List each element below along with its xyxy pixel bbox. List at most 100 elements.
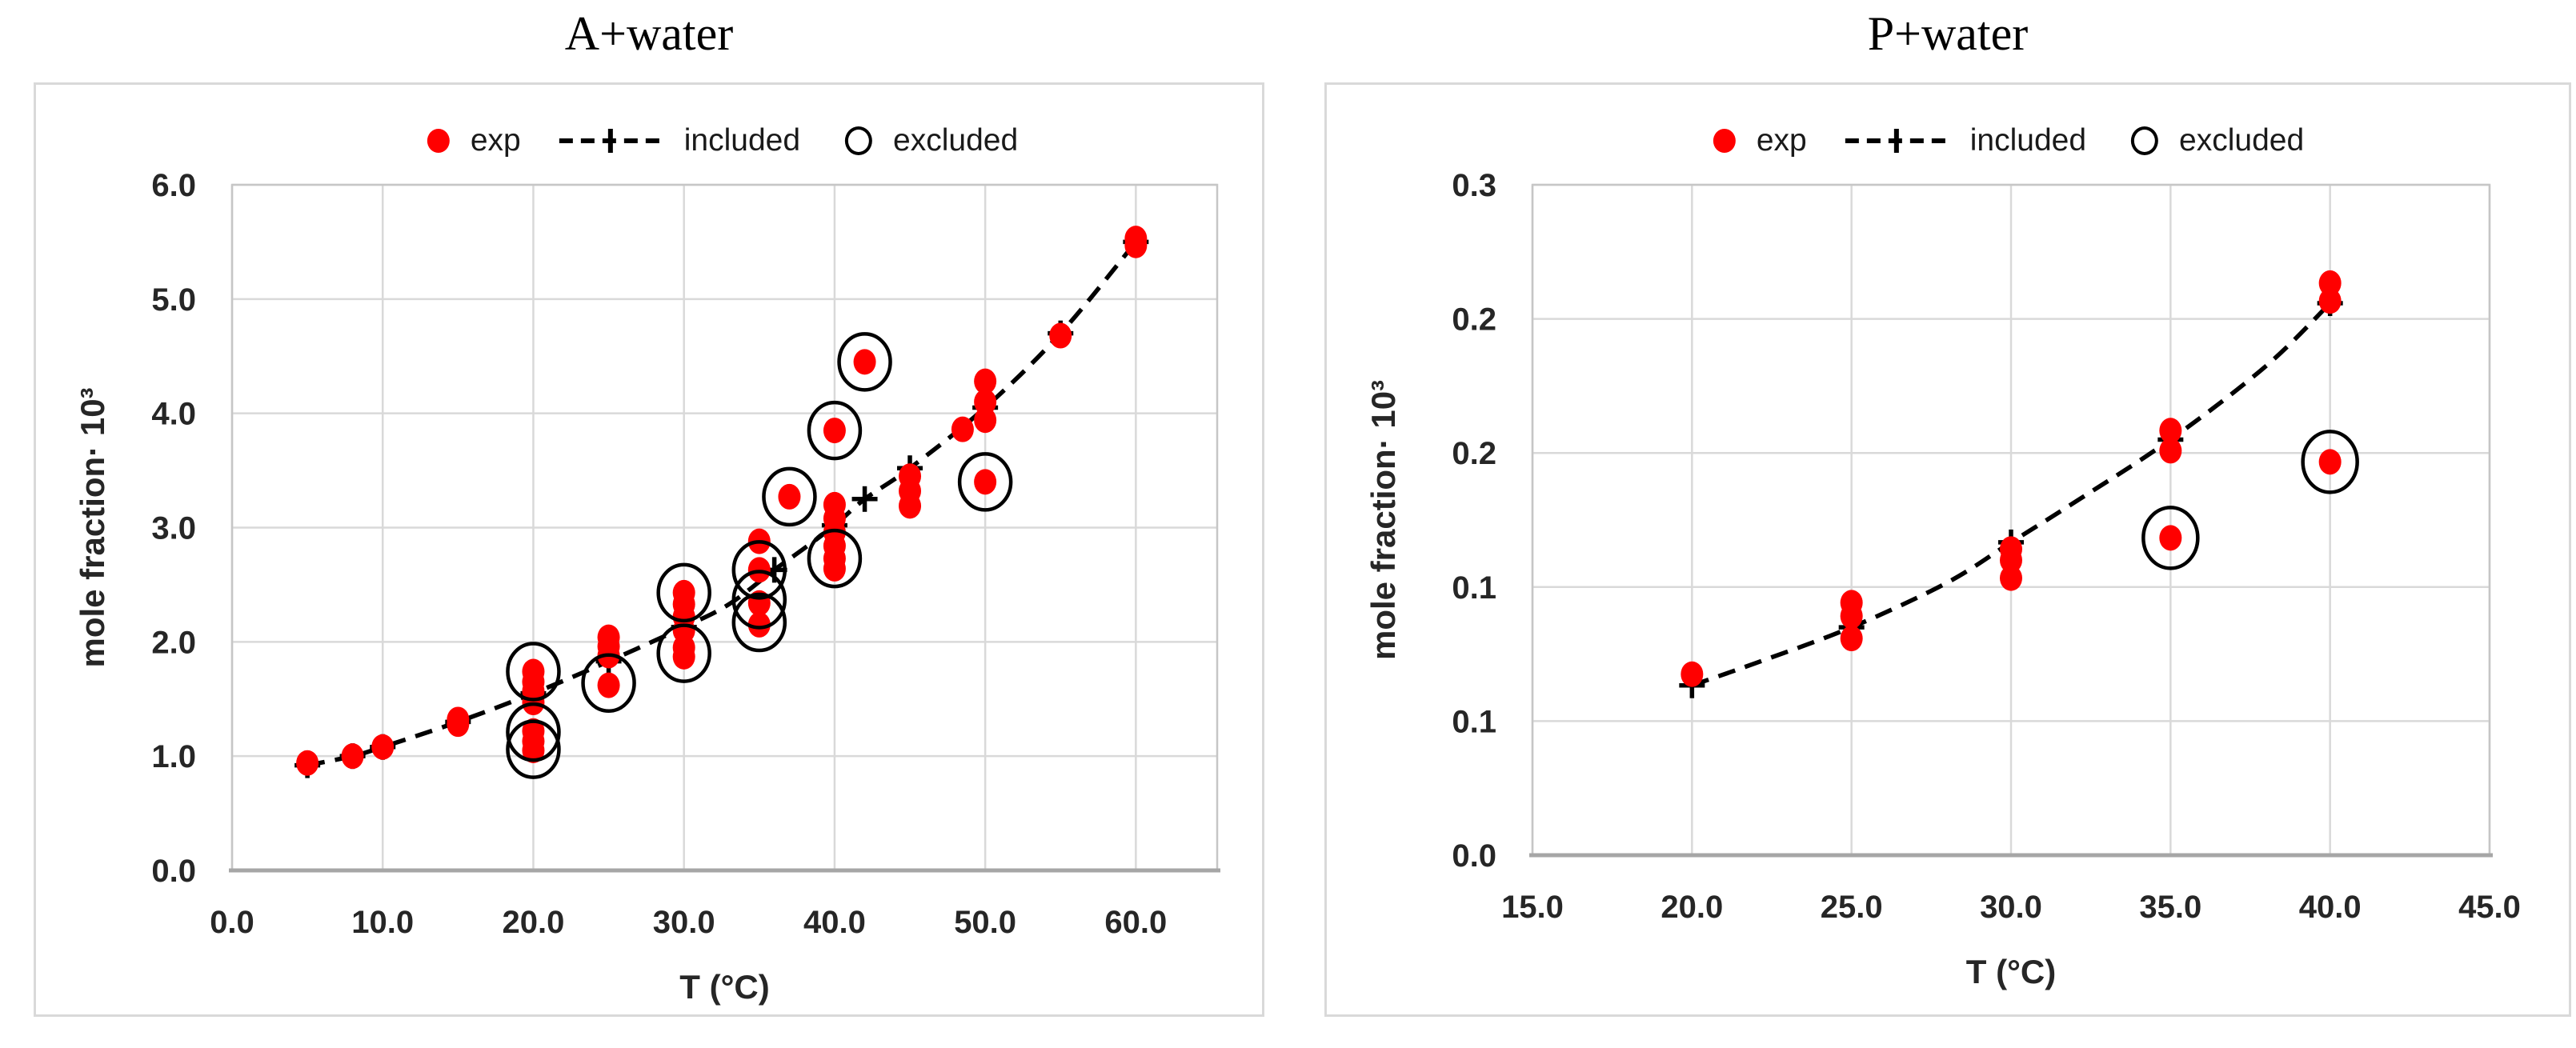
x-tick-label: 35.0 bbox=[2139, 890, 2201, 925]
excluded-circle bbox=[837, 332, 892, 392]
excluded-circle bbox=[2141, 506, 2200, 570]
legend-label-excluded: excluded bbox=[893, 123, 1019, 158]
x-axis-title: T (°C) bbox=[679, 968, 769, 1006]
legend-a-water: exp included excluded bbox=[427, 123, 1018, 158]
x-tick-label: 30.0 bbox=[653, 905, 715, 940]
x-tick-label: 20.0 bbox=[503, 905, 565, 940]
exp-point bbox=[951, 416, 974, 442]
included-dashed-line-icon bbox=[559, 129, 662, 153]
excluded-circle bbox=[656, 623, 711, 683]
included-curve bbox=[306, 240, 1138, 768]
exp-point bbox=[296, 750, 319, 776]
excluded-circle bbox=[762, 466, 817, 527]
plot-area-p-water: 0.3 0.2 0.2 0.1 0.1 0.015.0 20.0 25.0 30.0 35.0 40… bbox=[1364, 168, 2521, 990]
x-tick-label: 20.0 bbox=[1661, 890, 1723, 925]
legend-label-exp: exp bbox=[470, 123, 521, 158]
excluded-circle bbox=[731, 540, 787, 600]
exp-point bbox=[371, 734, 395, 760]
excluded-circle-icon bbox=[845, 126, 873, 155]
y-tick-label: 0.1 bbox=[1452, 704, 1496, 739]
exp-point bbox=[2318, 270, 2342, 296]
excluded-circle bbox=[2301, 430, 2359, 494]
excluded-circle-icon bbox=[2131, 126, 2159, 155]
exp-point bbox=[974, 368, 997, 394]
exp-point bbox=[974, 469, 997, 495]
legend-label-excluded: excluded bbox=[2179, 123, 2305, 158]
exp-point bbox=[2000, 565, 2022, 591]
excluded-circle bbox=[581, 653, 636, 714]
exp-point bbox=[2159, 525, 2182, 551]
exp-point bbox=[823, 418, 846, 444]
legend-label-included: included bbox=[683, 123, 801, 158]
legend-label-exp: exp bbox=[1756, 123, 1807, 158]
exp-point bbox=[1681, 661, 1704, 687]
exp-point bbox=[853, 349, 876, 375]
y-tick-label: 6.0 bbox=[151, 168, 196, 203]
legend-p-water: exp included excluded bbox=[1713, 123, 2304, 158]
exp-point bbox=[2000, 547, 2022, 574]
exp-point bbox=[341, 743, 364, 770]
x-axis-title: T (°C) bbox=[1966, 953, 2056, 990]
excluded-circle bbox=[807, 400, 863, 461]
exp-point bbox=[1840, 603, 1863, 630]
y-tick-label: 2.0 bbox=[151, 625, 196, 660]
excluded-circle bbox=[807, 528, 863, 589]
exp-point bbox=[974, 389, 997, 415]
exp-point bbox=[597, 672, 620, 698]
exp-point bbox=[747, 611, 771, 638]
x-tick-label: 0.0 bbox=[210, 905, 254, 940]
x-tick-label: 15.0 bbox=[1501, 890, 1564, 925]
exp-point bbox=[672, 643, 695, 670]
excluded-circle bbox=[957, 452, 1013, 512]
excluded-circle bbox=[506, 702, 561, 762]
excluded-circle bbox=[506, 719, 561, 779]
exp-point bbox=[522, 738, 545, 764]
y-tick-label: 0.2 bbox=[1452, 302, 1496, 338]
exp-point bbox=[778, 483, 801, 510]
y-tick-label: 0.1 bbox=[1452, 570, 1496, 606]
y-tick-label: 3.0 bbox=[151, 511, 196, 546]
x-tick-label: 40.0 bbox=[2299, 890, 2362, 925]
x-tick-label: 30.0 bbox=[1980, 890, 2042, 925]
y-tick-label: 0.0 bbox=[1452, 838, 1496, 874]
exp-point bbox=[2159, 438, 2182, 464]
x-tick-label: 45.0 bbox=[2458, 890, 2521, 925]
excluded-circle bbox=[506, 642, 561, 702]
excluded-circle bbox=[656, 562, 711, 623]
excluded-circle bbox=[731, 592, 787, 653]
exp-point bbox=[899, 493, 922, 519]
x-tick-label: 40.0 bbox=[803, 905, 866, 940]
y-tick-label: 0.2 bbox=[1452, 436, 1496, 471]
y-tick-label: 1.0 bbox=[151, 739, 196, 774]
exp-point bbox=[974, 407, 997, 434]
excluded-circle bbox=[731, 570, 787, 630]
y-tick-label: 0.3 bbox=[1452, 168, 1496, 203]
exp-dot-icon bbox=[1713, 129, 1736, 153]
y-tick-label: 0.0 bbox=[151, 854, 196, 889]
exp-point bbox=[447, 706, 470, 733]
chart-panel-a-water: 0.0 1.0 2.0 3.0 4.0 5.0 6.0 0.0 10.0 20.0 30.0 40.0… bbox=[34, 82, 1264, 1017]
exp-point bbox=[1049, 322, 1072, 349]
y-axis-title: mole fraction· 10³ bbox=[74, 387, 111, 667]
x-tick-label: 25.0 bbox=[1821, 890, 1883, 925]
plot-area-a-water: 0.0 1.0 2.0 3.0 4.0 5.0 6.0 0.0 10.0 20.0 30.0 40.0… bbox=[74, 168, 1220, 1006]
exp-point bbox=[1124, 226, 1148, 252]
y-axis-title: mole fraction· 10³ bbox=[1364, 380, 1402, 660]
y-tick-label: 5.0 bbox=[151, 282, 196, 318]
legend-label-included: included bbox=[1969, 123, 2087, 158]
x-tick-label: 50.0 bbox=[954, 905, 1016, 940]
x-tick-label: 60.0 bbox=[1104, 905, 1167, 940]
exp-point bbox=[2318, 449, 2342, 475]
y-tick-label: 4.0 bbox=[151, 397, 196, 432]
x-tick-label: 10.0 bbox=[351, 905, 414, 940]
exp-point bbox=[2318, 288, 2342, 314]
exp-point bbox=[2159, 418, 2182, 444]
included-dashed-line-icon bbox=[1845, 129, 1948, 153]
chart-panel-p-water: 0.3 0.2 0.2 0.1 0.1 0.0 15.0 20.0 25.0 30.0 35.0 40… bbox=[1324, 82, 2571, 1017]
exp-point bbox=[1840, 626, 1863, 652]
chart-title-a-water: A+water bbox=[564, 7, 734, 60]
chart-title-p-water: P+water bbox=[1867, 7, 2029, 60]
exp-dot-icon bbox=[427, 129, 450, 153]
exp-point bbox=[823, 555, 846, 582]
